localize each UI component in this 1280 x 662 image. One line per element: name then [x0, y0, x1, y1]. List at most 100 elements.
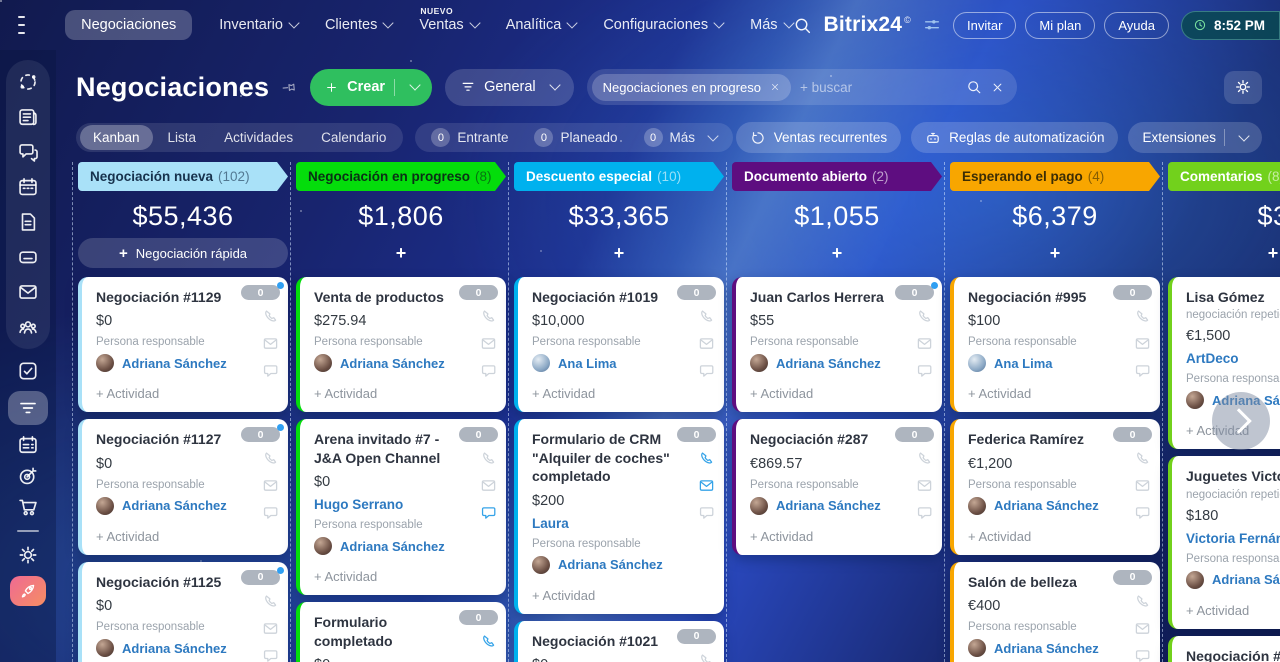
mail-icon[interactable] — [480, 335, 497, 352]
column-header-esperando-el-pago[interactable]: Esperando el pago (4) — [950, 162, 1160, 191]
sidebar-pulse-icon[interactable] — [17, 71, 39, 93]
mail-icon[interactable] — [480, 477, 497, 494]
phone-icon[interactable] — [480, 308, 497, 325]
phone-icon[interactable] — [1134, 450, 1151, 467]
mail-icon[interactable] — [916, 335, 933, 352]
deal-card[interactable]: Formulario completado$0Alejandro Mendoza… — [296, 602, 506, 662]
column-header-documento-abierto[interactable]: Documento abierto (2) — [732, 162, 942, 191]
add-activity-link[interactable]: + Actividad — [1186, 602, 1250, 618]
sidebar-marketing-target-icon[interactable] — [17, 465, 39, 487]
comments-count-badge[interactable]: 0 — [1113, 427, 1152, 443]
mail-icon[interactable] — [1134, 477, 1151, 494]
person-name-link[interactable]: Adriana Sánchez — [122, 640, 227, 656]
toolbar-button-reglas-de-automatizacion[interactable]: Reglas de automatización — [911, 122, 1119, 153]
create-button[interactable]: Crear — [310, 68, 433, 106]
deal-card[interactable]: Juan Carlos Herrera $55 Persona responsabl… — [732, 277, 942, 413]
deal-client-link[interactable]: Victoria Fernández — [1186, 530, 1280, 546]
deal-card[interactable]: Negociación #1127 $0 Persona responsable Ad… — [78, 419, 288, 555]
counter-planeado[interactable]: 0 Planeado — [522, 128, 629, 147]
sidebar-news-icon[interactable] — [17, 106, 39, 128]
phone-icon[interactable] — [698, 652, 715, 662]
sidebar-calendar-icon[interactable] — [17, 176, 39, 198]
chat-icon[interactable] — [262, 647, 279, 662]
phone-icon[interactable] — [1134, 593, 1151, 610]
person-name-link[interactable]: Adriana Sánchez — [776, 498, 881, 514]
responsible-person[interactable]: Adriana Sánchez — [96, 639, 274, 658]
phone-icon[interactable] — [698, 308, 715, 325]
sidebar-drive-icon[interactable] — [17, 246, 39, 268]
phone-icon[interactable] — [262, 450, 279, 467]
tab-lista[interactable]: Lista — [167, 130, 197, 145]
sidebar-settings-gear-icon[interactable] — [17, 544, 39, 566]
sidebar-crm-funnel-icon-active[interactable] — [8, 391, 48, 425]
add-deal-button[interactable]: + — [613, 243, 625, 263]
comments-count-badge[interactable]: 0 — [241, 566, 284, 585]
deal-client-link[interactable]: Laura — [532, 515, 569, 531]
column-header-negociacion-en-progreso[interactable]: Negociación en progreso (8) — [296, 162, 506, 191]
clear-search-icon[interactable] — [991, 81, 1004, 94]
toolbar-button-extensiones[interactable]: Extensiones — [1128, 122, 1262, 153]
deal-card[interactable]: Negociación #995 $100 Persona responsable A… — [950, 277, 1160, 413]
deal-card[interactable]: Negociación #2€1,300Persona responsableA… — [1168, 635, 1280, 662]
chat-icon[interactable] — [916, 504, 933, 521]
mail-icon[interactable] — [262, 335, 279, 352]
deal-card[interactable]: Negociación #1021$0Alexis MartínezPerson… — [514, 620, 724, 662]
mail-icon[interactable] — [698, 477, 715, 494]
responsible-person[interactable]: Adriana Sánchez — [314, 537, 492, 556]
search-placeholder[interactable]: + buscar — [799, 79, 853, 95]
topbar-action-ayuda[interactable]: Ayuda — [1104, 11, 1169, 39]
person-name-link[interactable]: Adriana Sánchez — [994, 640, 1099, 656]
comments-count-badge[interactable]: 0 — [459, 427, 498, 443]
remove-filter-icon[interactable] — [770, 82, 780, 92]
nav-item-clientes[interactable]: Clientes — [325, 17, 395, 33]
nav-item-mas[interactable]: Más — [750, 17, 795, 33]
toolbar-button-ventas-recurrentes[interactable]: Ventas recurrentes — [735, 122, 902, 153]
responsible-person[interactable]: Adriana Sánchez — [968, 496, 1146, 515]
comments-count-badge[interactable]: 0 — [241, 424, 284, 443]
person-name-link[interactable]: Adriana Sánchez — [340, 355, 445, 371]
person-name-link[interactable]: Adriana Sánchez — [994, 498, 1099, 514]
add-activity-link[interactable]: + Actividad — [532, 386, 596, 402]
chat-icon[interactable] — [480, 504, 497, 521]
person-name-link[interactable]: Adriana Sánchez — [1212, 572, 1280, 588]
deal-card[interactable]: Negociación #1125 $0 Persona responsable Ad… — [78, 561, 288, 662]
nav-item-ventas[interactable]: NUEVO Ventas — [419, 6, 481, 33]
chat-icon[interactable] — [698, 362, 715, 379]
deal-card[interactable]: Juguetes Victoria negociación repetida $18… — [1168, 456, 1280, 629]
sidebar-groups-icon[interactable] — [17, 316, 39, 338]
chat-icon[interactable] — [916, 362, 933, 379]
responsible-person[interactable]: Ana Lima — [968, 354, 1146, 373]
nav-item-negociaciones[interactable]: Negociaciones — [65, 10, 193, 40]
comments-count-badge[interactable]: 0 — [1113, 569, 1152, 585]
person-name-link[interactable]: Ana Lima — [558, 355, 617, 371]
sliders-icon[interactable] — [923, 16, 941, 34]
add-activity-link[interactable]: + Actividad — [314, 386, 378, 402]
pin-icon[interactable] — [279, 76, 300, 97]
time-pill[interactable]: 8:52 PM — [1180, 10, 1280, 40]
nav-item-inventario[interactable]: Inventario — [219, 17, 300, 33]
search-icon[interactable] — [793, 16, 812, 35]
add-activity-link[interactable]: + Actividad — [968, 386, 1032, 402]
chat-icon[interactable] — [1134, 647, 1151, 662]
add-activity-link[interactable]: + Actividad — [750, 528, 814, 544]
add-activity-link[interactable]: + Actividad — [96, 528, 160, 544]
tab-kanban[interactable]: Kanban — [80, 125, 153, 150]
scroll-right-button[interactable] — [1212, 392, 1270, 450]
comments-count-badge[interactable]: 0 — [895, 282, 938, 300]
settings-gear-button[interactable] — [1224, 70, 1262, 104]
deal-card[interactable]: Arena invitado #7 - J&A Open Channel $0 Hu… — [296, 419, 506, 596]
person-name-link[interactable]: Adriana Sánchez — [558, 557, 663, 573]
responsible-person[interactable]: Adriana Sánchez — [314, 354, 492, 373]
add-deal-button[interactable]: + — [1049, 243, 1061, 263]
comments-count-badge[interactable]: 0 — [1113, 285, 1152, 300]
tab-actividades[interactable]: Actividades — [224, 130, 294, 145]
nav-item-configuraciones[interactable]: Configuraciones — [603, 17, 725, 33]
chat-icon[interactable] — [480, 362, 497, 379]
phone-icon[interactable] — [1134, 308, 1151, 325]
add-activity-link[interactable]: + Actividad — [96, 386, 160, 402]
topbar-action-invitar[interactable]: Invitar — [953, 11, 1017, 39]
deal-client-link[interactable]: ArtDeco — [1186, 351, 1239, 367]
add-activity-link[interactable]: + Actividad — [532, 587, 596, 603]
phone-icon[interactable] — [262, 308, 279, 325]
comments-count-badge[interactable]: 0 — [677, 427, 716, 443]
